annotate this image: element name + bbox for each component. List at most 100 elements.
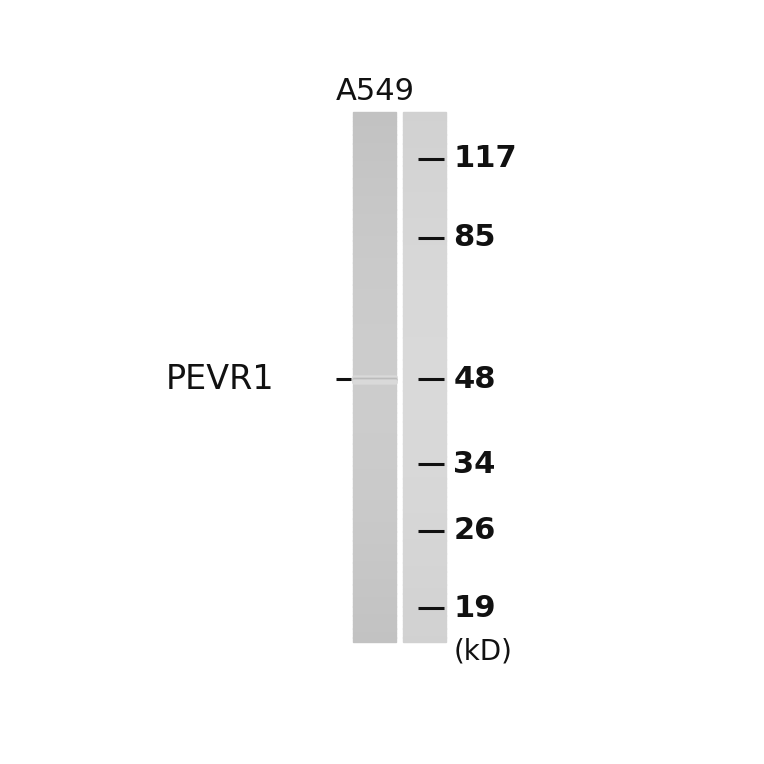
Bar (403, 157, 446, 161)
Bar (353, 553, 397, 558)
Bar (403, 284, 446, 289)
Bar (353, 297, 397, 303)
Bar (403, 297, 446, 303)
Bar (403, 342, 446, 347)
Bar (403, 236, 446, 241)
Bar (353, 373, 397, 377)
Bar (403, 368, 446, 373)
Bar (353, 302, 397, 307)
Bar (353, 470, 397, 474)
Bar (403, 196, 446, 201)
Bar (403, 329, 446, 333)
Bar (353, 112, 397, 117)
Bar (403, 200, 446, 206)
Bar (353, 284, 397, 289)
Bar (403, 611, 446, 616)
Bar (403, 351, 446, 355)
Bar (353, 448, 397, 452)
Bar (353, 465, 397, 470)
Bar (353, 408, 397, 413)
Bar (403, 112, 446, 117)
Bar (353, 121, 397, 126)
Bar (403, 289, 446, 293)
Bar (353, 157, 397, 161)
Bar (353, 505, 397, 510)
Text: A549: A549 (335, 77, 414, 106)
Bar (403, 593, 446, 598)
Bar (353, 540, 397, 545)
Bar (353, 624, 397, 629)
Bar (353, 390, 397, 395)
Bar (353, 430, 397, 435)
Bar (403, 580, 446, 584)
Bar (403, 584, 446, 589)
Bar (353, 214, 397, 219)
Bar (353, 620, 397, 624)
Bar (403, 364, 446, 368)
Bar (353, 258, 397, 263)
Bar (403, 381, 446, 387)
Bar (353, 244, 397, 249)
Bar (403, 254, 446, 258)
Bar (353, 200, 397, 206)
Bar (353, 262, 397, 267)
Text: 19: 19 (453, 594, 496, 623)
Bar (403, 324, 446, 329)
Bar (403, 395, 446, 400)
Bar (403, 456, 446, 461)
Bar (353, 496, 397, 501)
Bar (403, 532, 446, 536)
Bar (403, 276, 446, 280)
Bar (353, 439, 397, 444)
Bar (353, 474, 397, 479)
Bar (403, 553, 446, 558)
Bar (403, 179, 446, 183)
Bar (353, 130, 397, 134)
Bar (403, 452, 446, 457)
Bar (403, 408, 446, 413)
Bar (403, 470, 446, 474)
Bar (403, 633, 446, 638)
Bar (353, 558, 397, 563)
Bar (353, 276, 397, 280)
Bar (403, 187, 446, 192)
Bar (353, 386, 397, 390)
Bar (353, 399, 397, 404)
Bar (353, 192, 397, 196)
Bar (353, 134, 397, 139)
Bar (403, 620, 446, 624)
Bar (353, 536, 397, 541)
Bar (403, 624, 446, 629)
Bar (403, 597, 446, 602)
Bar (403, 478, 446, 484)
Bar (353, 602, 397, 607)
Bar (353, 117, 397, 121)
Bar (403, 227, 446, 231)
Bar (353, 584, 397, 589)
Bar (353, 523, 397, 527)
Bar (403, 355, 446, 360)
Bar (353, 513, 397, 519)
Bar (353, 567, 397, 571)
Bar (403, 549, 446, 554)
Bar (353, 293, 397, 298)
Bar (353, 267, 397, 271)
Bar (403, 399, 446, 404)
Bar (353, 333, 397, 338)
Bar (403, 637, 446, 642)
Bar (353, 152, 397, 157)
Bar (403, 483, 446, 487)
Bar (403, 244, 446, 249)
Bar (403, 510, 446, 514)
Bar (403, 558, 446, 563)
Text: 26: 26 (453, 516, 496, 545)
Bar (403, 249, 446, 254)
Bar (403, 589, 446, 594)
Text: 48: 48 (453, 364, 496, 393)
Bar (353, 231, 397, 236)
Bar (353, 597, 397, 602)
Bar (403, 231, 446, 236)
Bar (403, 139, 446, 144)
Bar (353, 368, 397, 373)
Bar (403, 205, 446, 210)
